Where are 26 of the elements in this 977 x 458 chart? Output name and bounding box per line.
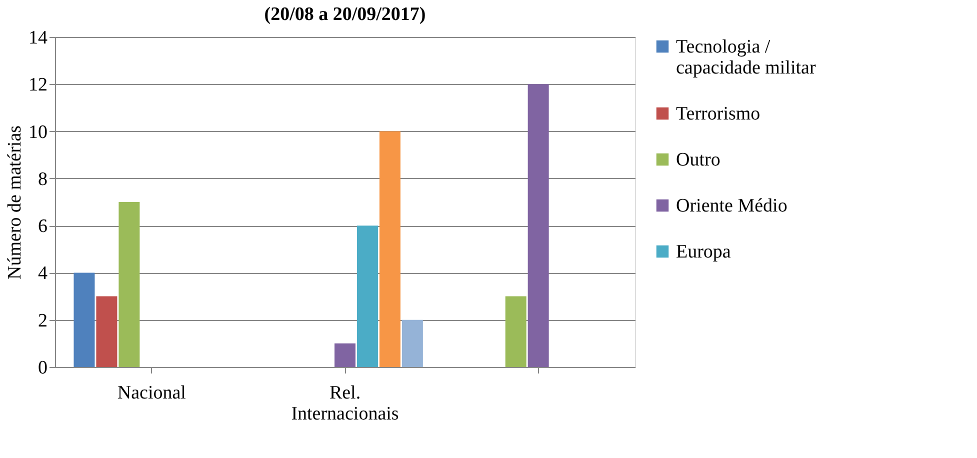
bar <box>379 131 400 367</box>
y-tick-label: 14 <box>28 28 48 48</box>
bar <box>505 296 526 367</box>
y-tick-label: 8 <box>38 168 48 190</box>
bar <box>118 202 140 367</box>
legend-label: Outro <box>676 150 720 170</box>
x-tick-label: Nacional <box>117 382 186 404</box>
legend-label: Europa <box>676 242 732 262</box>
bar <box>528 84 549 367</box>
bar <box>334 343 356 367</box>
y-tick-label: 12 <box>28 74 48 96</box>
bar <box>96 296 118 367</box>
x-tick-label: Rel. Internacionais <box>291 382 399 424</box>
chart-title: (20/08 a 20/09/2017) <box>264 4 426 25</box>
bar <box>402 320 423 367</box>
y-tick-label: 2 <box>38 310 48 332</box>
bar <box>74 272 95 367</box>
bar <box>356 226 378 367</box>
y-tick-label: 0 <box>38 358 48 378</box>
y-axis-title: Número de matérias <box>4 125 26 280</box>
legend-label: Oriente Médio <box>676 196 788 216</box>
y-tick-label: 6 <box>38 216 48 238</box>
y-tick-label: 10 <box>28 122 48 143</box>
legend-label: Tecnologia / capacidade militar <box>676 36 816 78</box>
y-tick-label: 4 <box>38 263 48 284</box>
legend-label: Terrorismo <box>676 104 760 124</box>
